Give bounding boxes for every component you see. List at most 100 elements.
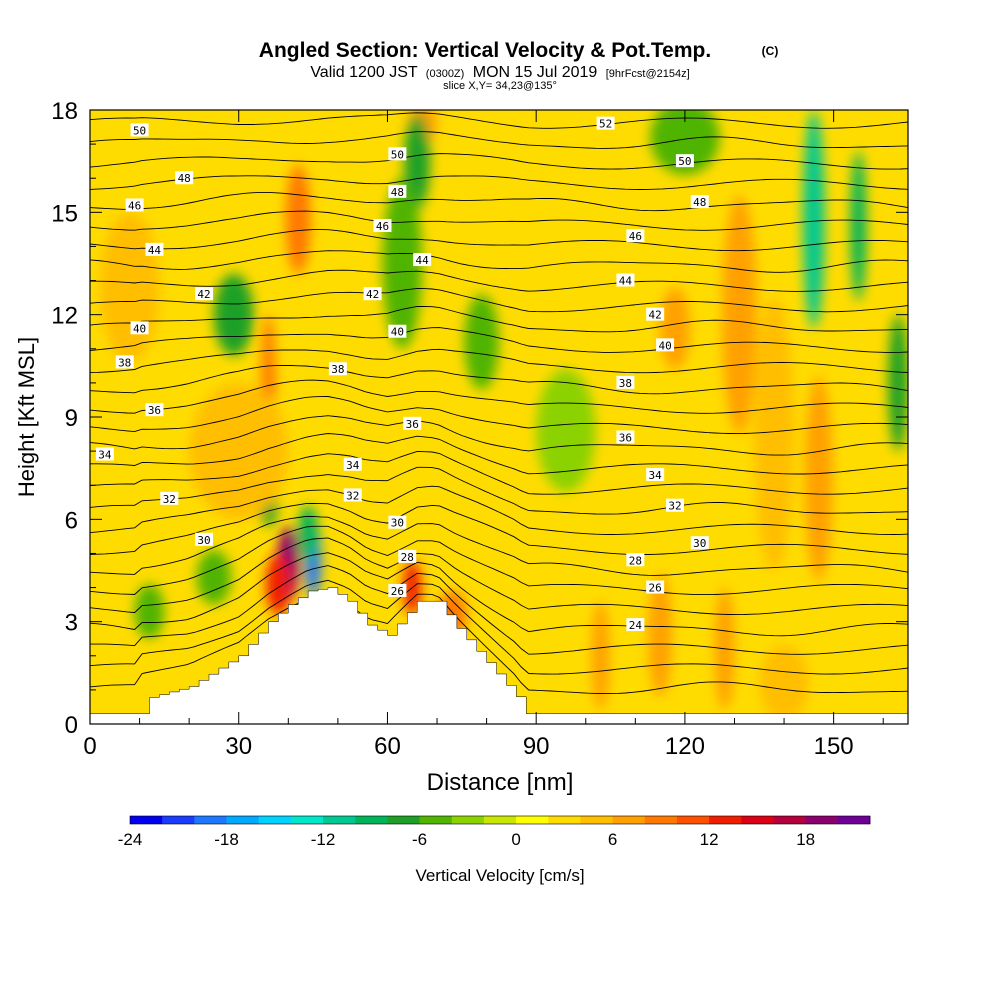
colorbar-tick-label: -12 bbox=[311, 830, 336, 849]
colorbar-swatch bbox=[741, 816, 774, 824]
theta-label-text: 48 bbox=[693, 196, 706, 209]
velocity-cell bbox=[213, 273, 254, 356]
theta-contour bbox=[90, 269, 908, 292]
colorbar-swatch bbox=[194, 816, 227, 824]
theta-contour bbox=[90, 396, 908, 435]
theta-contour bbox=[90, 229, 908, 252]
colorbar bbox=[129, 815, 871, 825]
theta-label-text: 32 bbox=[163, 493, 176, 506]
colorbar-swatch bbox=[612, 816, 646, 824]
colorbar-swatch bbox=[323, 816, 356, 824]
theta-label: 36 bbox=[145, 403, 164, 417]
theta-label-text: 30 bbox=[197, 534, 210, 547]
theta-label-text: 46 bbox=[128, 200, 141, 213]
theta-label: 32 bbox=[343, 488, 362, 502]
colorbar-label: Vertical Velocity [cm/s] bbox=[415, 866, 584, 885]
theta-label-text: 24 bbox=[629, 619, 643, 632]
theta-label-text: 42 bbox=[197, 288, 210, 301]
x-tick-label: 120 bbox=[665, 733, 705, 760]
velocity-cell bbox=[650, 110, 720, 175]
x-axis-label: Distance [nm] bbox=[427, 769, 574, 796]
theta-label: 48 bbox=[388, 184, 407, 199]
theta-label: 34 bbox=[95, 447, 114, 462]
velocity-cell bbox=[660, 287, 690, 370]
theta-label-text: 30 bbox=[693, 537, 706, 550]
colorbar-swatch bbox=[676, 816, 710, 824]
colorbar-swatch bbox=[387, 816, 420, 824]
colorbar-swatch bbox=[451, 816, 485, 824]
colorbar-swatch bbox=[258, 816, 292, 824]
velocity-cell bbox=[536, 369, 596, 493]
y-tick-label: 18 bbox=[51, 98, 78, 125]
theta-contour bbox=[90, 502, 908, 556]
theta-label-text: 46 bbox=[376, 220, 389, 233]
terrain bbox=[90, 587, 908, 724]
colorbar-swatch bbox=[419, 816, 453, 824]
theta-label: 46 bbox=[626, 229, 645, 243]
colorbar-tick-label: -6 bbox=[412, 830, 427, 849]
x-tick-label: 30 bbox=[225, 733, 252, 760]
theta-label: 46 bbox=[125, 198, 144, 213]
theta-label: 42 bbox=[646, 307, 665, 322]
velocity-cell bbox=[189, 382, 289, 520]
theta-contour bbox=[90, 579, 908, 675]
theta-contour bbox=[90, 327, 908, 353]
colorbar-swatch bbox=[805, 816, 839, 824]
theta-label: 40 bbox=[388, 324, 407, 339]
chart-title: Angled Section: Vertical Velocity & Pot.… bbox=[259, 39, 711, 62]
theta-label: 36 bbox=[403, 416, 422, 431]
velocity-cell bbox=[265, 553, 291, 615]
colorbar-tick-label: -24 bbox=[118, 830, 143, 849]
potential-temperature-contours bbox=[90, 110, 908, 695]
theta-contour bbox=[90, 175, 908, 190]
theta-label-text: 38 bbox=[331, 363, 344, 376]
theta-label-text: 40 bbox=[133, 322, 146, 335]
velocity-cell bbox=[802, 110, 825, 329]
y-tick-label: 3 bbox=[65, 610, 78, 637]
colorbar-tick-label: 6 bbox=[608, 830, 617, 849]
theta-label-text: 36 bbox=[619, 431, 632, 444]
theta-contour bbox=[90, 433, 908, 475]
theta-contour bbox=[90, 466, 908, 515]
chart-subtitle: Valid 1200 JST (0300Z) MON 15 Jul 2019 [… bbox=[310, 64, 689, 81]
velocity-cell bbox=[196, 550, 232, 605]
theta-contour bbox=[90, 450, 908, 495]
theta-label: 30 bbox=[690, 536, 709, 550]
theta-label: 38 bbox=[616, 375, 635, 390]
theta-label: 26 bbox=[646, 580, 665, 595]
theta-contour bbox=[90, 153, 908, 170]
theta-label-text: 50 bbox=[678, 155, 691, 168]
theta-label-text: 36 bbox=[148, 404, 161, 417]
theta-label: 48 bbox=[175, 171, 194, 185]
theta-label: 48 bbox=[690, 195, 709, 209]
theta-label-text: 32 bbox=[668, 500, 681, 513]
theta-label: 38 bbox=[115, 355, 134, 369]
theta-label-text: 44 bbox=[148, 244, 162, 257]
theta-label-text: 50 bbox=[133, 124, 146, 137]
subtitle-fcst: [9hrFcst@2154z] bbox=[606, 68, 690, 80]
theta-label-text: 38 bbox=[619, 377, 632, 390]
theta-contour bbox=[90, 305, 908, 333]
theta-contour bbox=[90, 415, 908, 456]
theta-label: 40 bbox=[656, 338, 675, 352]
theta-label: 42 bbox=[195, 287, 214, 301]
theta-label: 44 bbox=[616, 273, 635, 288]
velocity-cell bbox=[464, 294, 500, 390]
x-axis: 0 30 60 90 120 150 bbox=[83, 110, 884, 760]
velocity-cell bbox=[382, 178, 423, 349]
theta-label-text: 36 bbox=[406, 418, 419, 431]
theta-label-text: 38 bbox=[118, 356, 131, 369]
theta-label: 34 bbox=[646, 467, 665, 482]
x-tick-label: 60 bbox=[374, 733, 401, 760]
theta-label-text: 48 bbox=[391, 186, 404, 199]
velocity-cell bbox=[134, 584, 165, 639]
colorbar-tick-label: 18 bbox=[796, 830, 815, 849]
theta-contour bbox=[90, 287, 908, 313]
theta-label-text: 40 bbox=[658, 339, 671, 352]
plot-area: 50 48 46 44 42 40 38 36 34 32 30 50 48 46 44 42 40 38 36 34… bbox=[90, 110, 908, 724]
velocity-cell bbox=[404, 113, 431, 209]
colorbar-swatch bbox=[773, 816, 807, 824]
theta-label-text: 52 bbox=[599, 118, 612, 131]
